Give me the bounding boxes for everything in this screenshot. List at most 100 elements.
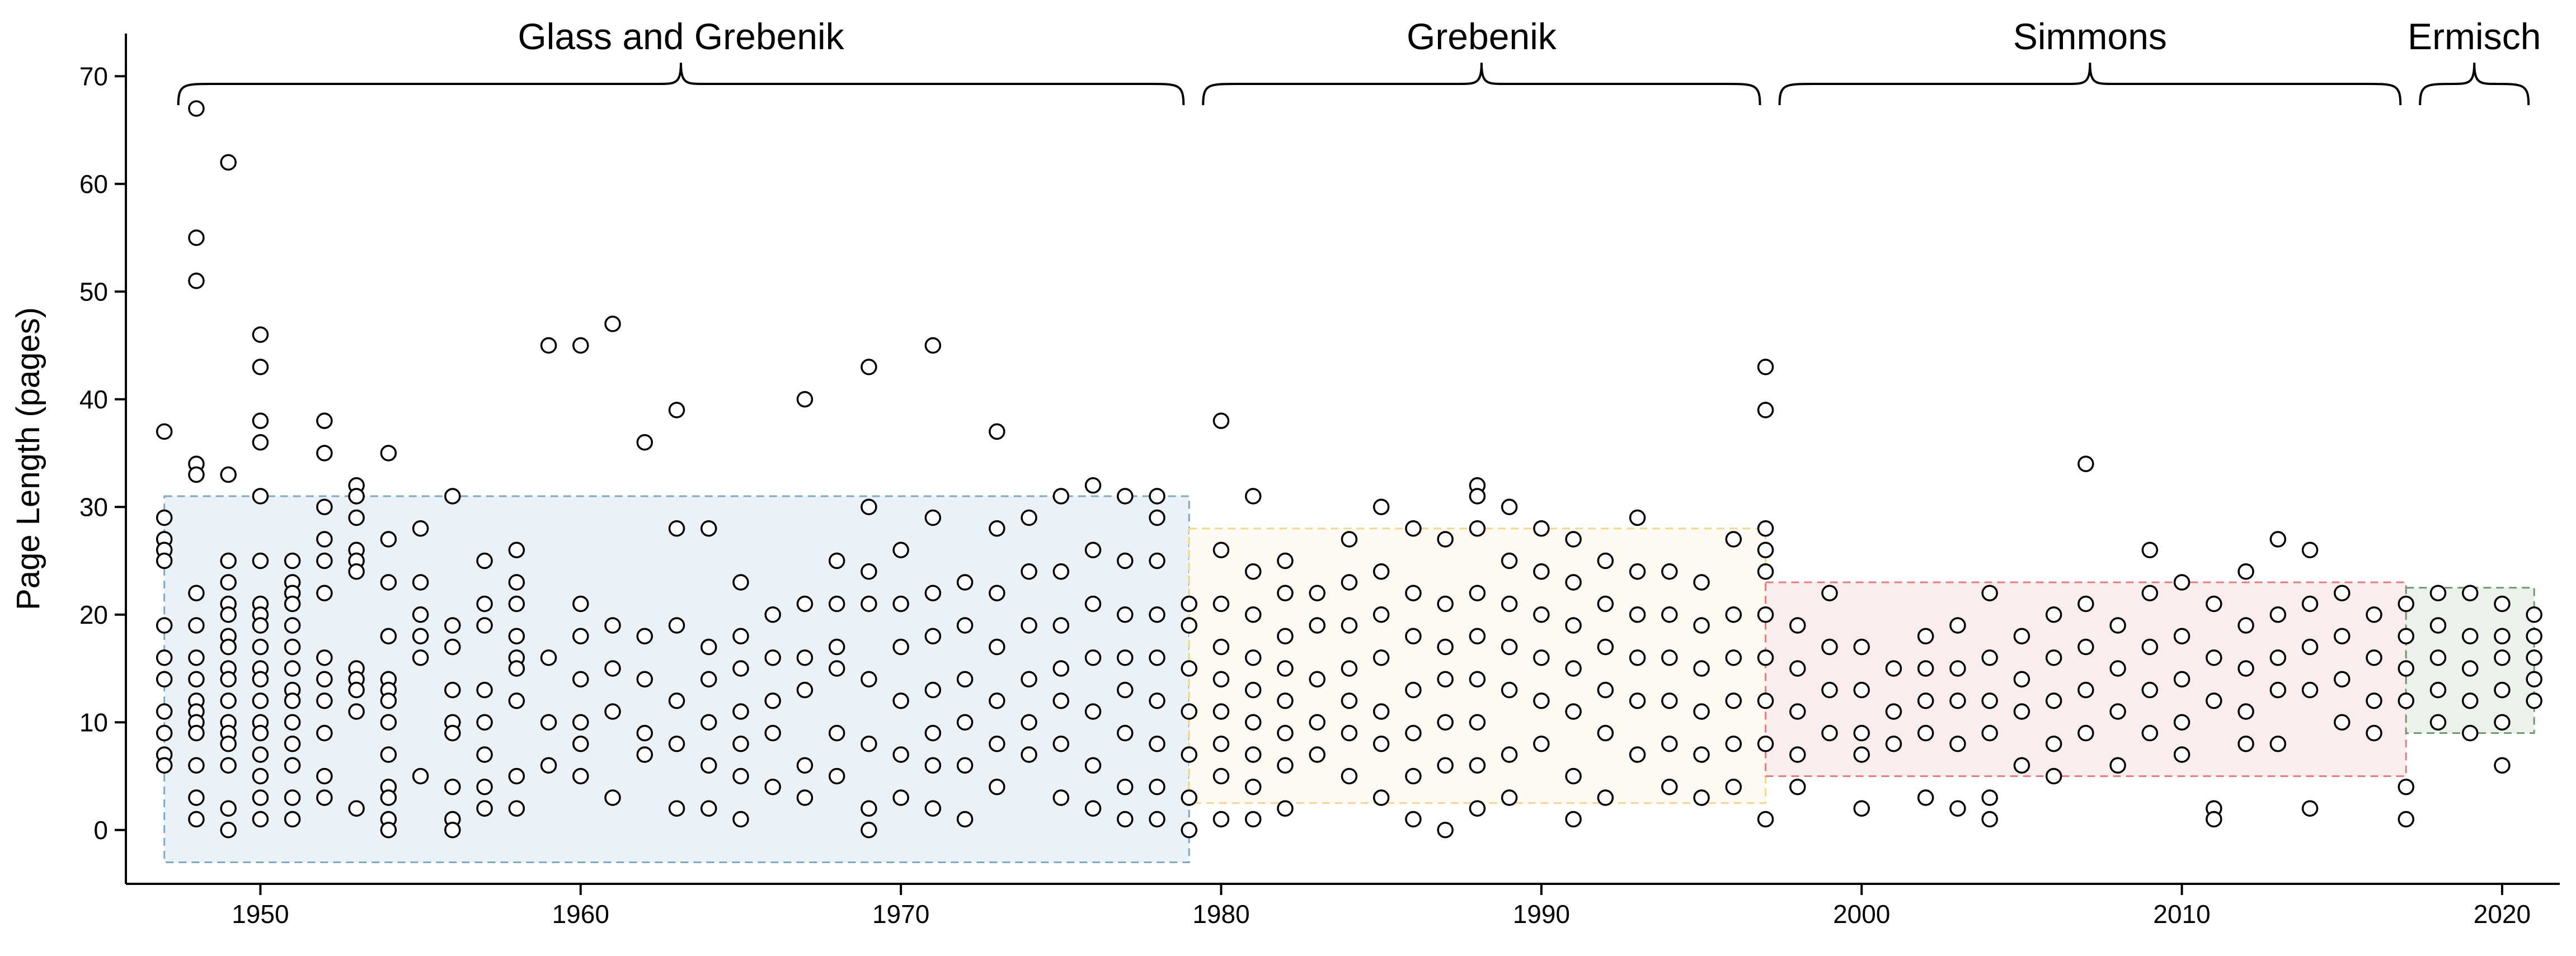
data-point xyxy=(1501,681,1518,699)
data-point xyxy=(412,606,429,623)
data-point xyxy=(956,671,974,687)
data-point xyxy=(508,628,525,644)
data-point xyxy=(508,595,525,613)
data-point xyxy=(1853,638,1870,656)
data-point xyxy=(1052,617,1070,634)
data-point xyxy=(284,736,301,752)
data-point xyxy=(1597,724,1614,742)
data-point xyxy=(252,693,269,709)
x-tick-label: 2020 xyxy=(2474,900,2531,929)
data-point xyxy=(1597,638,1614,656)
data-point xyxy=(1469,488,1486,505)
data-point xyxy=(1341,617,1358,634)
data-point xyxy=(316,412,333,429)
data-point xyxy=(1181,595,1198,613)
data-point xyxy=(1181,703,1198,720)
data-point xyxy=(861,671,877,687)
data-point xyxy=(156,703,173,720)
data-point xyxy=(1757,541,1774,558)
data-point xyxy=(1212,811,1230,828)
data-point xyxy=(796,757,814,774)
data-point xyxy=(380,531,397,548)
era-brace-0 xyxy=(177,62,1185,106)
data-point xyxy=(1244,681,1262,699)
data-point xyxy=(188,272,205,289)
data-point xyxy=(444,488,461,505)
data-point xyxy=(956,617,974,634)
data-point xyxy=(1469,520,1486,537)
data-point xyxy=(316,531,333,548)
data-point xyxy=(2077,595,2094,613)
data-point xyxy=(1629,563,1646,580)
data-point xyxy=(1309,714,1325,731)
data-point xyxy=(732,660,749,677)
data-point xyxy=(2301,595,2319,613)
data-point xyxy=(1501,595,1518,613)
data-point xyxy=(572,337,589,354)
data-point xyxy=(2366,649,2382,666)
data-point xyxy=(1084,703,1102,720)
data-point xyxy=(1565,767,1582,785)
data-point xyxy=(316,671,333,687)
data-point xyxy=(444,822,461,839)
data-point xyxy=(1661,736,1678,752)
data-point xyxy=(828,552,845,569)
data-point xyxy=(861,822,877,839)
data-point xyxy=(700,714,717,731)
data-point xyxy=(1469,714,1486,731)
data-point xyxy=(956,574,974,591)
data-point xyxy=(1405,585,1422,601)
data-point xyxy=(2398,811,2415,828)
y-tick-label: 40 xyxy=(79,385,108,414)
data-point xyxy=(188,724,205,742)
data-point xyxy=(1693,617,1710,634)
data-point xyxy=(828,595,845,613)
data-point xyxy=(1661,693,1678,709)
data-point xyxy=(1949,617,1966,634)
data-point xyxy=(2269,681,2287,699)
data-point xyxy=(1277,693,1294,709)
data-point xyxy=(2141,681,2159,699)
data-point xyxy=(1981,693,1998,709)
data-point xyxy=(2206,649,2222,666)
data-point xyxy=(1789,617,1806,634)
data-point xyxy=(220,638,237,656)
data-point xyxy=(2526,649,2542,666)
data-point xyxy=(892,638,909,656)
data-point xyxy=(2398,693,2415,709)
data-point xyxy=(316,724,333,742)
data-point xyxy=(1277,724,1294,742)
data-point xyxy=(1469,585,1486,601)
data-point xyxy=(1597,595,1614,613)
data-point xyxy=(1405,681,1422,699)
data-point xyxy=(316,649,333,666)
data-point xyxy=(2269,736,2287,752)
data-point xyxy=(2301,800,2319,817)
data-point xyxy=(188,757,205,774)
data-point xyxy=(188,811,205,828)
data-point xyxy=(989,779,1005,795)
data-point xyxy=(284,693,301,709)
data-point xyxy=(989,423,1005,440)
data-point xyxy=(1084,649,1102,666)
data-point xyxy=(380,789,397,806)
data-point xyxy=(1149,693,1165,709)
data-point xyxy=(604,789,621,806)
data-point xyxy=(2494,595,2511,613)
data-point xyxy=(861,563,877,580)
data-point xyxy=(1757,520,1774,537)
data-point xyxy=(412,628,429,644)
data-point xyxy=(2366,724,2382,742)
data-point xyxy=(796,649,814,666)
data-point xyxy=(1565,660,1582,677)
data-point xyxy=(1437,822,1454,839)
data-point xyxy=(828,767,845,785)
x-tick-label: 1950 xyxy=(232,900,289,929)
x-tick-label: 1980 xyxy=(1192,900,1249,929)
data-point xyxy=(732,736,749,752)
data-point xyxy=(2013,757,2030,774)
data-point xyxy=(861,359,877,375)
data-point xyxy=(1821,638,1838,656)
data-point xyxy=(1372,736,1390,752)
data-point xyxy=(1277,800,1294,817)
